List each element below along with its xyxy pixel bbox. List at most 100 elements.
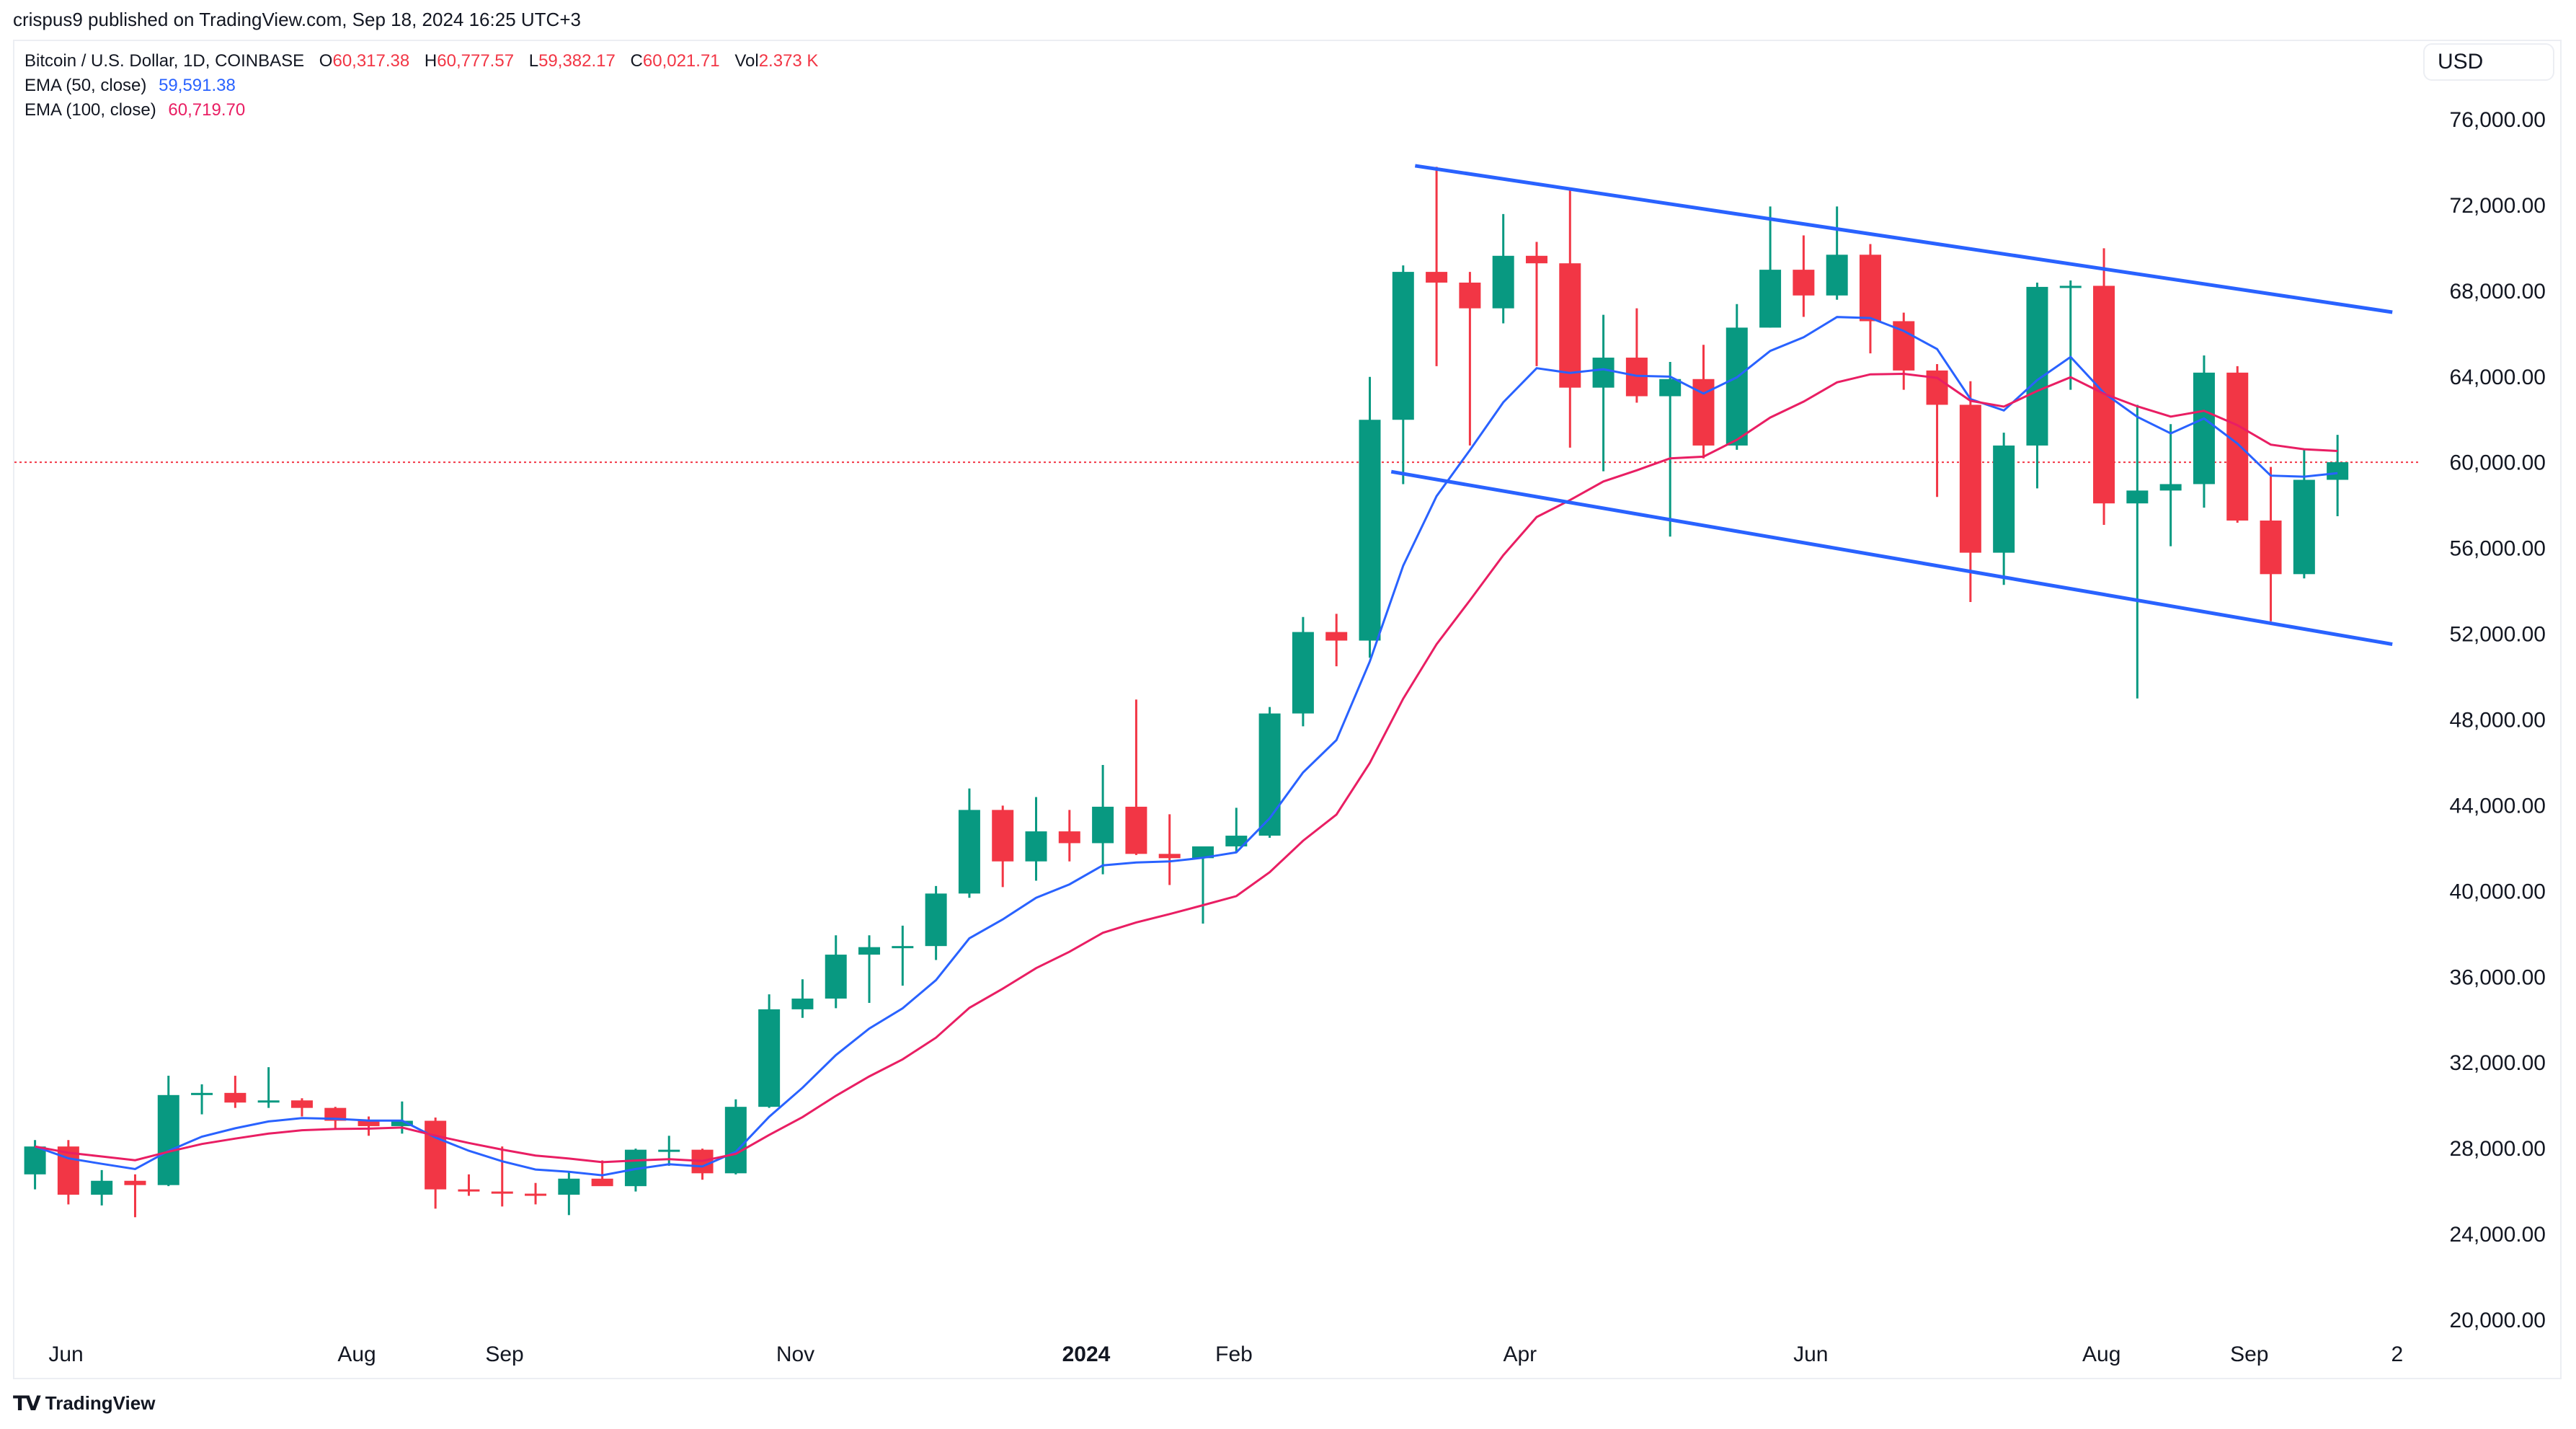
candle-body bbox=[658, 1149, 680, 1152]
x-tick-label: Jun bbox=[48, 1342, 83, 1366]
candle-body bbox=[157, 1094, 179, 1185]
candle-body bbox=[1125, 806, 1147, 854]
candle-body bbox=[1759, 270, 1782, 328]
candle-body bbox=[1092, 806, 1114, 844]
candle-body bbox=[2226, 372, 2249, 521]
candle-body bbox=[925, 893, 947, 947]
y-tick-label: 52,000.00 bbox=[2450, 623, 2546, 647]
symbol-name[interactable]: Bitcoin / U.S. Dollar, 1D, COINBASE bbox=[25, 51, 305, 71]
candle-body bbox=[892, 946, 914, 949]
candle-body bbox=[1025, 831, 1047, 862]
channel-lower-line bbox=[1390, 469, 2393, 647]
currency-button[interactable]: USD bbox=[2423, 43, 2554, 81]
candle-body bbox=[2260, 520, 2282, 575]
candle-body bbox=[1426, 272, 1448, 283]
y-tick-label: 60,000.00 bbox=[2450, 451, 2546, 475]
candle-body bbox=[1492, 255, 1514, 309]
candle-body bbox=[525, 1193, 547, 1196]
candle-body bbox=[224, 1092, 247, 1103]
ema50-row[interactable]: EMA (50, close) 59,591.38 bbox=[25, 74, 818, 98]
candle-body bbox=[992, 810, 1014, 862]
close-value: 60,021.71 bbox=[642, 51, 720, 71]
chart-frame bbox=[13, 40, 2562, 1379]
footer-brand: TradingView bbox=[45, 1392, 156, 1414]
y-tick-label: 24,000.00 bbox=[2450, 1223, 2546, 1247]
candle-body bbox=[591, 1178, 613, 1187]
candle-body bbox=[2193, 372, 2215, 485]
candle-body bbox=[1826, 255, 1848, 296]
channel-upper-line bbox=[1414, 164, 2393, 314]
candle-body bbox=[958, 810, 980, 894]
candle-body bbox=[290, 1100, 313, 1108]
low-label: L bbox=[528, 51, 539, 71]
x-tick-label: Nov bbox=[776, 1342, 814, 1366]
published-caption: crispus9 published on TradingView.com, S… bbox=[13, 9, 581, 30]
x-tick-label: Aug bbox=[337, 1342, 376, 1366]
candle-body bbox=[858, 947, 881, 955]
candle-body bbox=[1993, 445, 2015, 553]
high-label: H bbox=[424, 51, 438, 71]
candle-body bbox=[2159, 484, 2182, 491]
candle-body bbox=[2293, 479, 2315, 575]
candle-body bbox=[91, 1180, 113, 1195]
candle-body bbox=[2126, 490, 2149, 504]
y-tick-label: 76,000.00 bbox=[2450, 108, 2546, 132]
candle-body bbox=[1793, 270, 1815, 296]
x-tick-label: Apr bbox=[1503, 1342, 1537, 1366]
candle-body bbox=[791, 999, 814, 1009]
x-tick-label: Aug bbox=[2082, 1342, 2120, 1366]
candle-body bbox=[1592, 358, 1615, 388]
open-label: O bbox=[319, 51, 333, 71]
x-tick-label: 2 bbox=[2391, 1342, 2403, 1366]
candle-body bbox=[1325, 632, 1348, 641]
plot-area[interactable] bbox=[14, 164, 2419, 1218]
x-tick-label: Feb bbox=[1215, 1342, 1253, 1366]
candle-body bbox=[2327, 462, 2349, 480]
candle-body bbox=[191, 1092, 213, 1095]
ema50-label: EMA (50, close) bbox=[25, 76, 147, 95]
candle-body bbox=[558, 1178, 580, 1195]
y-tick-label: 20,000.00 bbox=[2450, 1309, 2546, 1332]
low-value: 59,382.17 bbox=[538, 51, 616, 71]
candle-body bbox=[825, 955, 847, 999]
candle-body bbox=[2026, 286, 2048, 446]
candle-body bbox=[1859, 255, 1881, 322]
candle-body bbox=[124, 1180, 146, 1185]
candle-body bbox=[1459, 282, 1481, 309]
candle-body bbox=[391, 1120, 413, 1126]
y-tick-label: 72,000.00 bbox=[2450, 194, 2546, 218]
ema100-row[interactable]: EMA (100, close) 60,719.70 bbox=[25, 98, 818, 123]
candle-body bbox=[1959, 404, 1981, 553]
candle-body bbox=[1058, 831, 1080, 844]
y-tick-label: 48,000.00 bbox=[2450, 709, 2546, 733]
y-tick-label: 64,000.00 bbox=[2450, 366, 2546, 389]
y-tick-label: 36,000.00 bbox=[2450, 965, 2546, 989]
y-tick-label: 56,000.00 bbox=[2450, 537, 2546, 561]
candle-body bbox=[491, 1191, 513, 1194]
vol-label: Vol bbox=[734, 51, 759, 71]
candle-body bbox=[724, 1107, 747, 1174]
candle-body bbox=[1559, 263, 1581, 388]
candle-body bbox=[1225, 836, 1248, 846]
symbol-row: Bitcoin / U.S. Dollar, 1D, COINBASE O60,… bbox=[25, 49, 818, 74]
candle-body bbox=[357, 1120, 380, 1126]
candle-body bbox=[1659, 379, 1682, 397]
open-value: 60,317.38 bbox=[332, 51, 410, 71]
candle-body bbox=[1158, 854, 1181, 859]
x-tick-label: Jun bbox=[1793, 1342, 1828, 1366]
x-tick-label: 2024 bbox=[1062, 1342, 1111, 1366]
y-tick-label: 40,000.00 bbox=[2450, 880, 2546, 903]
candle-body bbox=[324, 1107, 347, 1121]
vol-value: 2.373 K bbox=[758, 51, 819, 71]
candle-body bbox=[1392, 272, 1414, 420]
tradingview-logo-icon: 𝗧𝗩 bbox=[13, 1392, 41, 1415]
candle-body bbox=[2059, 286, 2082, 288]
ema100-line bbox=[35, 372, 2338, 1164]
candle-body bbox=[1359, 420, 1381, 641]
x-tick-label: Sep bbox=[485, 1342, 523, 1366]
y-tick-label: 32,000.00 bbox=[2450, 1051, 2546, 1075]
y-tick-label: 68,000.00 bbox=[2450, 280, 2546, 304]
y-tick-label: 44,000.00 bbox=[2450, 794, 2546, 818]
ema50-line bbox=[35, 316, 2338, 1177]
